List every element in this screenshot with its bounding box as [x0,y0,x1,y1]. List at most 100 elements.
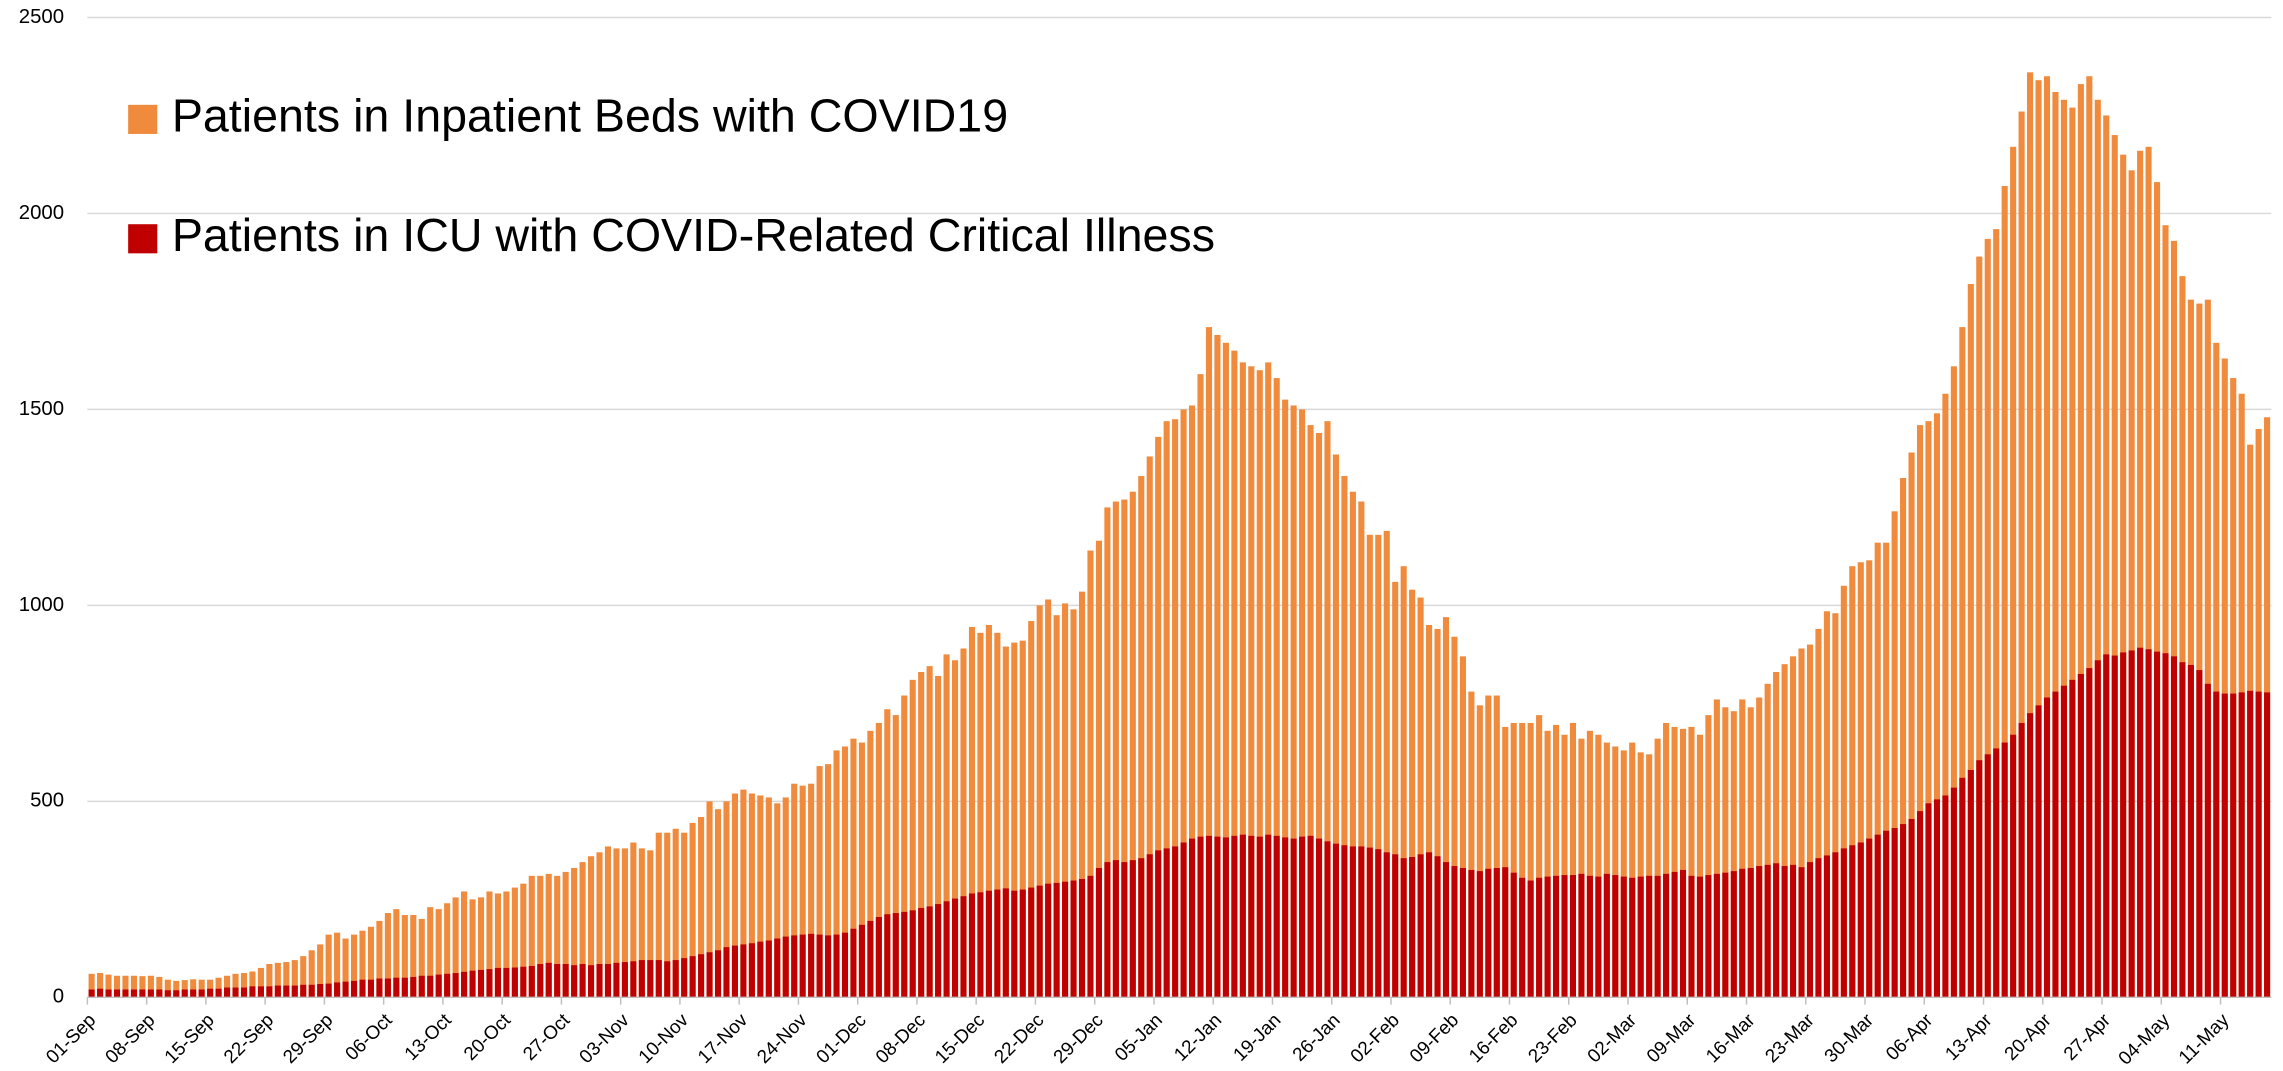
bar [1248,835,1255,998]
bar [1663,873,1670,998]
bar [1095,867,1102,998]
bar [799,934,806,998]
bar [1967,283,1974,998]
bar [545,962,552,998]
bar [1933,413,1941,998]
x-tick-label: 24-Nov [753,1010,811,1068]
bar [1138,476,1145,998]
bar [1493,695,1500,998]
bar [808,783,815,998]
bar [918,672,925,998]
x-tick-label: 02-Mar [1584,1010,1641,1067]
bar [1392,854,1399,998]
bar [520,966,527,998]
bar [706,801,713,998]
bar [909,679,916,998]
bar [1434,628,1441,998]
bar [1299,836,1306,998]
bar [1299,409,1306,998]
bar [325,983,332,998]
bar [2153,651,2161,998]
bar [1002,646,1009,998]
bar [317,984,324,998]
bar [943,901,950,998]
bar [630,961,637,998]
bar [1053,882,1060,998]
bar [841,932,849,998]
bar [1019,889,1026,998]
bar [757,941,764,998]
bar [1993,748,2000,998]
bar [1383,852,1390,998]
bar [2043,697,2051,998]
bar [300,956,307,998]
bar [2010,734,2017,998]
bar [621,962,628,998]
bar [1815,628,1822,998]
bar [1569,722,1577,998]
bar [1189,838,1196,998]
bar [892,913,899,998]
bar [1857,842,1864,998]
bar [1129,860,1136,998]
bar [1925,803,1932,998]
bar [2052,691,2059,998]
bar [1104,862,1111,998]
bar [977,892,984,998]
bar [266,964,273,998]
bar [1798,648,1805,998]
bar [816,766,823,998]
bar [1806,644,1814,998]
legend-swatch [128,104,158,134]
bar [579,862,586,998]
bar [1502,726,1509,998]
bar [1358,846,1365,998]
bar [537,964,544,998]
x-tick-label: 15-Dec [931,1010,989,1068]
bar [2153,182,2161,998]
bar [1172,846,1179,998]
bar [2213,342,2220,998]
y-tick-label: 1000 [19,594,64,616]
bar [1011,642,1018,998]
bar [968,626,976,998]
bar [224,975,231,998]
bar [985,624,992,998]
bar [638,960,645,998]
bar [808,933,815,998]
bar [1112,860,1119,998]
bar [1874,542,1881,998]
bar [2204,299,2211,998]
bar [748,793,755,998]
bar [1290,405,1297,998]
bar [1205,327,1213,998]
bar [283,962,290,998]
bar [1578,738,1585,998]
bar [2221,693,2228,998]
bar [1231,835,1238,998]
bar [1781,866,1788,998]
bar [638,848,645,998]
bar [2255,691,2262,998]
bar [1028,621,1035,998]
x-tick-label: 20-Oct [460,1009,515,1064]
bar [537,875,544,998]
bar [774,938,781,998]
bar [334,982,341,998]
bar [1747,707,1754,998]
bar [604,846,612,998]
bar [1679,728,1687,998]
bar [2230,693,2237,998]
bar [350,934,358,998]
bar [173,990,180,998]
x-tick-label: 01-Dec [813,1010,871,1068]
bar [384,978,391,998]
bar [308,984,315,998]
legend-label: Patients in Inpatient Beds with COVID19 [172,90,1008,142]
bar [1392,581,1399,998]
bar [1375,534,1382,998]
bar [418,975,425,998]
bar [190,989,197,998]
bar [283,985,290,998]
bar [1832,852,1839,998]
